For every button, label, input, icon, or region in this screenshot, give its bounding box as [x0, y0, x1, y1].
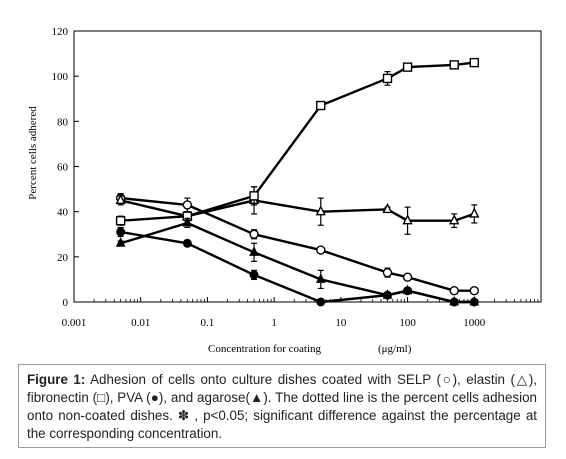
y-tick-label: 20 — [57, 252, 69, 264]
data-point — [115, 193, 126, 205]
data-point — [382, 202, 393, 214]
y-tick-label: 0 — [63, 297, 69, 309]
x-tick-label: 0.01 — [131, 317, 150, 329]
data-point — [449, 286, 459, 296]
x-tick-label: 10 — [335, 317, 347, 329]
data-point — [449, 214, 460, 225]
caption-text: Adhesion of cells onto culture dishes co… — [27, 372, 538, 441]
data-point — [182, 238, 192, 248]
data-point — [402, 214, 413, 225]
data-point — [182, 200, 193, 210]
data-point — [249, 191, 259, 201]
x-tick-label: 0.1 — [201, 317, 215, 329]
y-tick-label: 120 — [52, 26, 69, 38]
data-point — [316, 100, 326, 111]
x-tick-label: 100 — [399, 317, 416, 329]
data-point — [116, 227, 126, 237]
x-axis-label: Concentration for coating — [208, 343, 322, 355]
series-line — [120, 61, 475, 222]
data-point — [115, 215, 126, 226]
y-tick-label: 40 — [57, 207, 69, 219]
y-tick-label: 60 — [57, 162, 69, 174]
data-point — [402, 62, 413, 72]
plot-frame — [73, 30, 542, 303]
series-open-square — [115, 57, 479, 226]
x-axis-unit: (μg/ml) — [378, 343, 412, 355]
data-point — [382, 73, 393, 84]
data-point — [316, 245, 326, 255]
caption-label: Figure 1: — [27, 372, 86, 387]
series-line — [120, 221, 475, 304]
data-point — [382, 267, 393, 278]
x-tick-label: 1000 — [463, 317, 486, 329]
data-point — [382, 289, 393, 299]
data-point — [182, 216, 193, 227]
data-point — [469, 295, 480, 306]
data-point — [402, 284, 413, 295]
chart: 0 20 40 60 80 100 120 0.001 0.01 0.1 1 10 100 1000 Pe… — [27, 26, 542, 355]
data-point — [316, 297, 326, 307]
data-point — [315, 205, 326, 216]
data-point — [315, 273, 326, 283]
series-open-circle — [115, 193, 479, 296]
data-point — [115, 237, 126, 247]
y-tick-label: 100 — [52, 71, 69, 83]
y-axis-label: Percent cells adhered — [27, 106, 39, 200]
series-line — [120, 196, 475, 292]
data-point — [249, 229, 259, 239]
x-tick-label: 0.001 — [62, 317, 87, 329]
y-tick-label: 80 — [57, 116, 69, 128]
series-filled-triangle — [115, 216, 480, 306]
data-point — [469, 286, 479, 296]
data-point — [449, 295, 460, 306]
data-point — [449, 60, 459, 70]
series-layer — [115, 57, 480, 307]
data-point — [469, 207, 480, 218]
data-point — [249, 270, 259, 280]
data-point — [469, 57, 479, 68]
figure-caption: Figure 1: Adhesion of cells onto culture… — [18, 364, 546, 448]
tick-labels: 0 20 40 60 80 100 120 0.001 0.01 0.1 1 10 100 1000 — [52, 26, 486, 329]
data-point — [402, 272, 413, 282]
data-point — [249, 246, 259, 256]
axes — [73, 30, 542, 303]
x-tick-label: 1 — [271, 317, 277, 329]
series-line — [120, 230, 475, 304]
